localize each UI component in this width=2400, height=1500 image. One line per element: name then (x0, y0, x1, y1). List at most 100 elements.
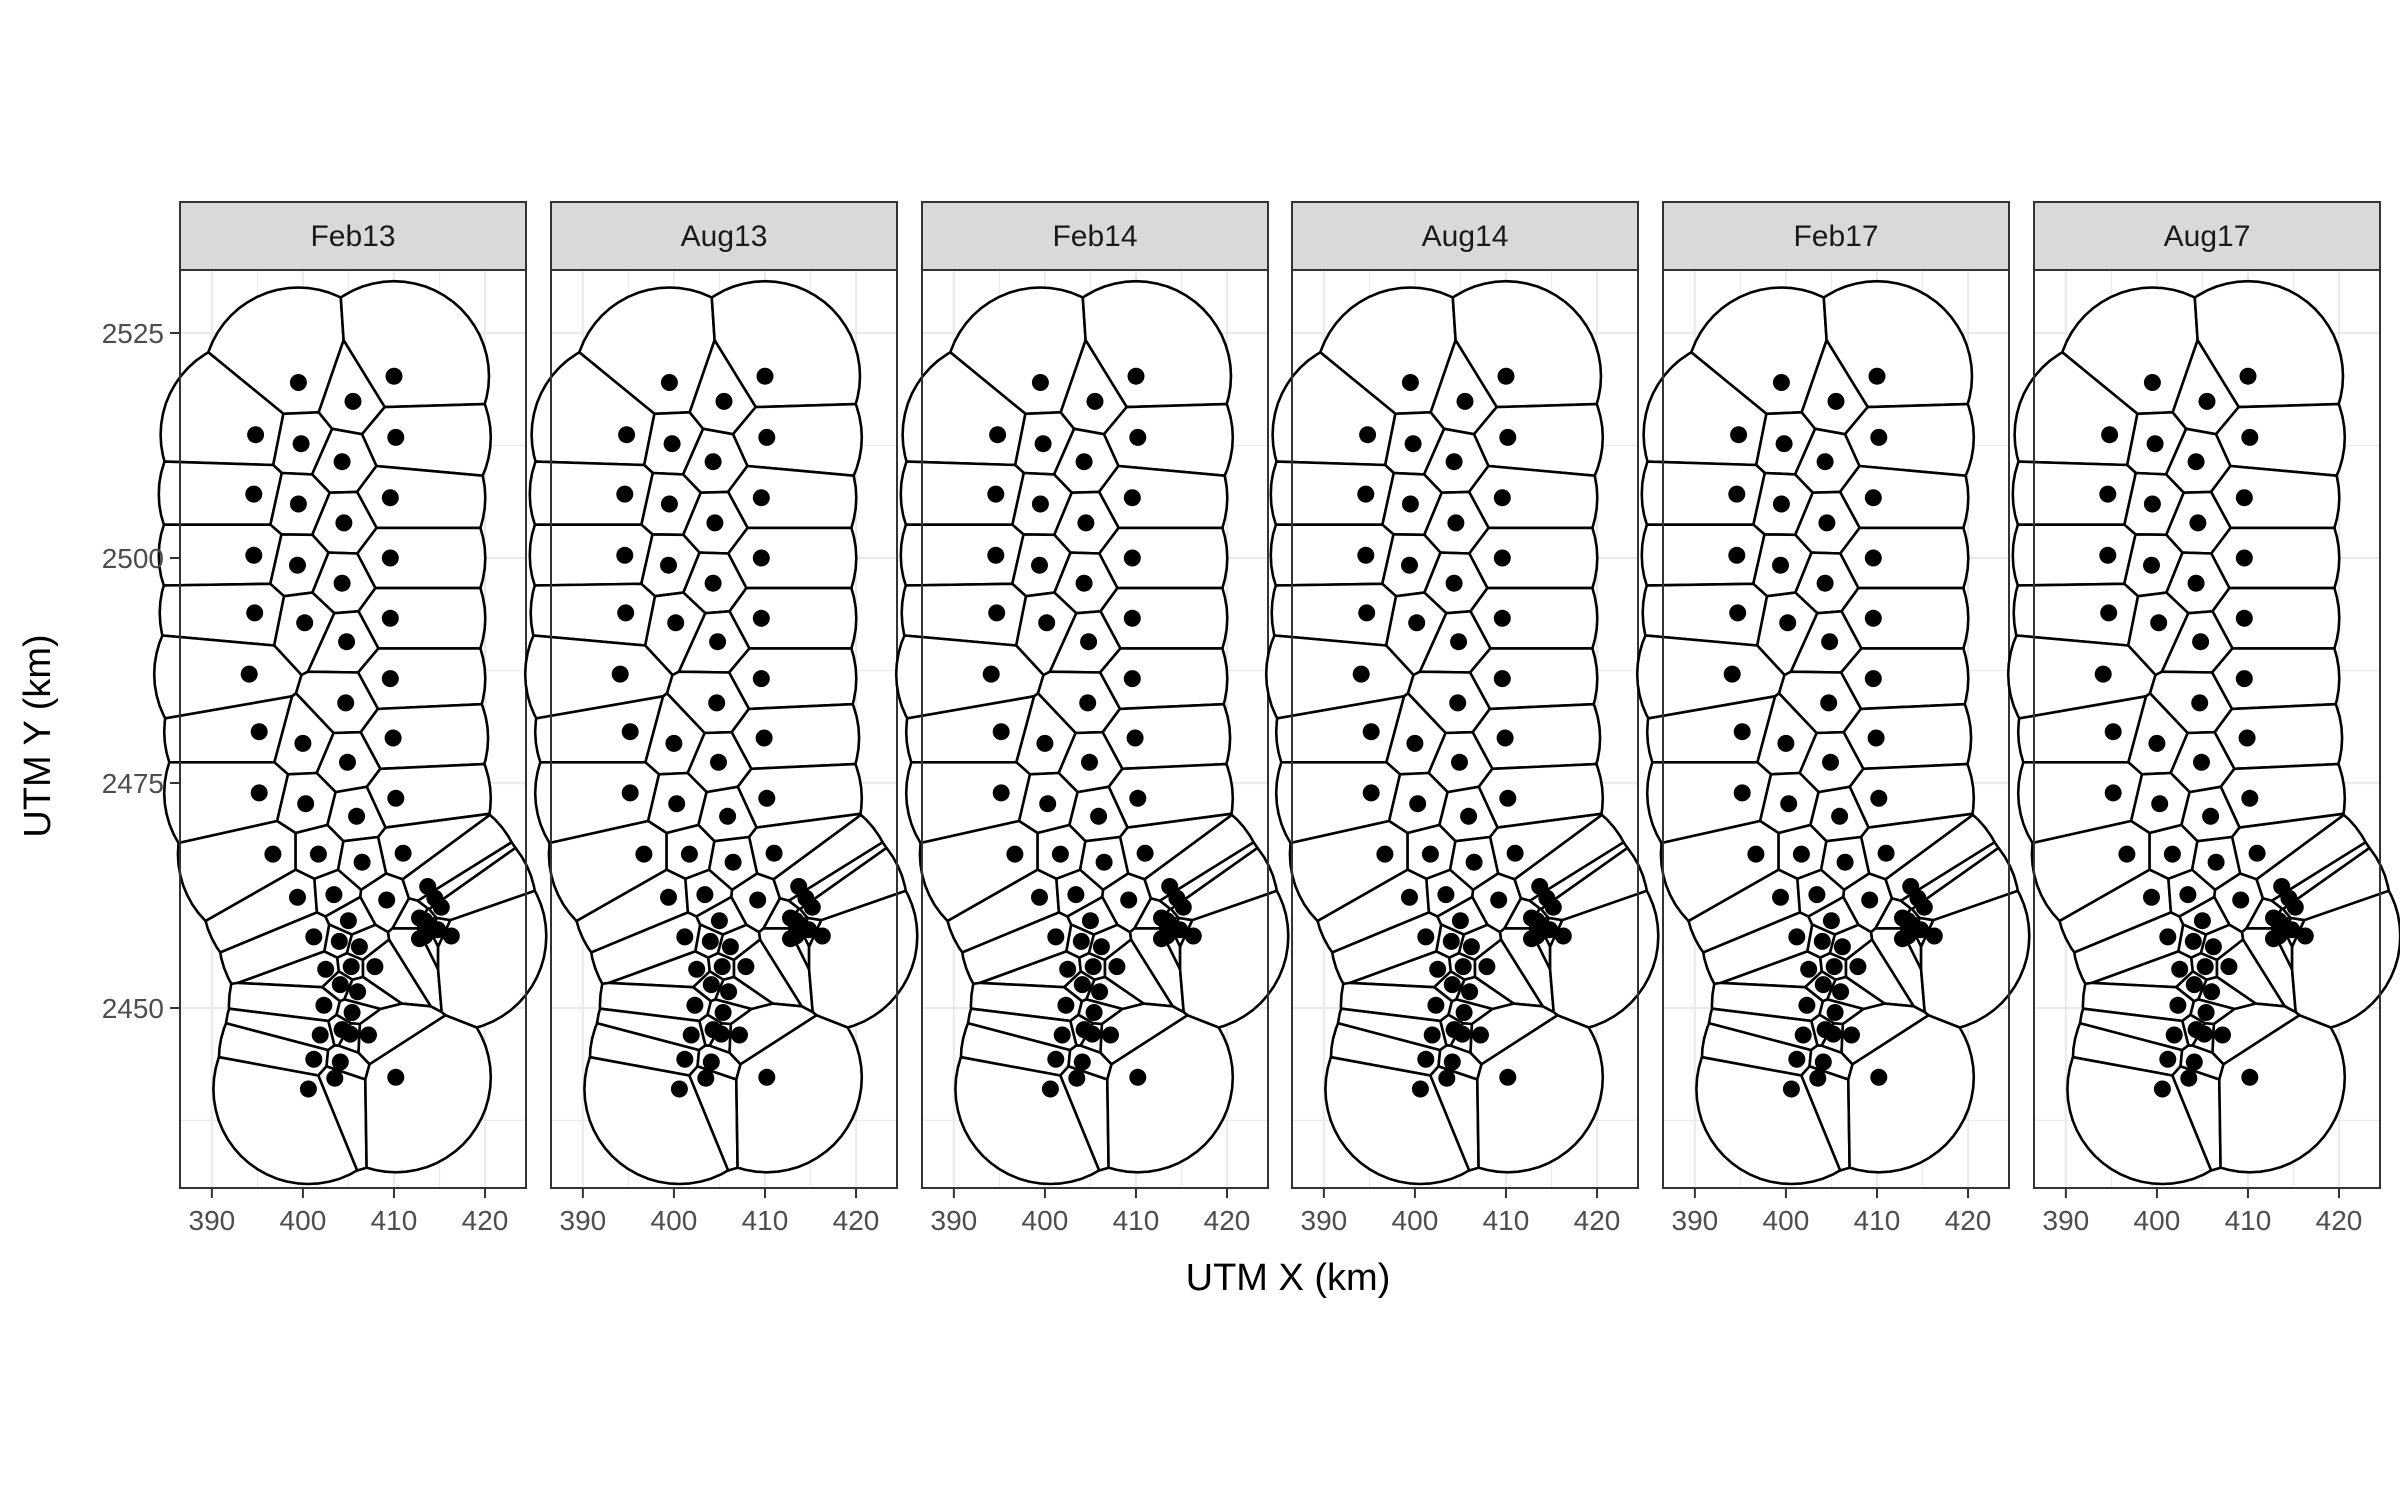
data-point (1073, 976, 1091, 994)
data-point (1460, 807, 1478, 825)
voronoi-cell (2214, 402, 2347, 478)
voronoi-cell (2211, 586, 2341, 650)
data-point (2214, 1026, 2231, 1044)
data-point (1449, 694, 1467, 712)
voronoi-cell (1178, 889, 1290, 1029)
facet-panel: Aug13 390 400 410 420 (523, 201, 919, 1236)
voronoi-cell (1843, 402, 1976, 478)
data-point (1123, 670, 1141, 688)
data-point (1421, 845, 1439, 863)
data-point (1825, 958, 1843, 976)
panel-border (921, 269, 1269, 1189)
data-point (1826, 1004, 1844, 1021)
data-point (1359, 426, 1377, 444)
data-point (1867, 729, 1885, 747)
data-point (682, 1026, 700, 1044)
voronoi-cell (727, 647, 858, 711)
facet-panel: Feb13 390 400 410 420 2450 2475 2500 2525 (102, 201, 548, 1236)
data-point (756, 367, 774, 385)
data-point (1438, 1069, 1456, 1087)
data-point (297, 795, 315, 813)
data-point (1091, 983, 1109, 1001)
data-point (1047, 1050, 1065, 1068)
data-point (1780, 795, 1798, 813)
voronoi-cell (356, 647, 487, 711)
data-point (992, 784, 1010, 802)
data-point (1816, 574, 1834, 592)
data-point (616, 485, 634, 503)
data-point (311, 1026, 329, 1044)
voronoi-cell (2219, 762, 2347, 829)
voronoi-cell (2290, 889, 2400, 1029)
data-point (1036, 734, 1054, 752)
data-point (702, 976, 720, 994)
data-point (737, 958, 755, 976)
data-point (1129, 1068, 1147, 1086)
data-point (1108, 958, 1126, 976)
panel-border (1662, 269, 2010, 1189)
data-point (1136, 844, 1154, 862)
data-point (813, 927, 831, 945)
data-point (1772, 374, 1790, 391)
data-point (752, 670, 770, 688)
data-point (758, 789, 776, 807)
data-point (719, 807, 737, 825)
data-point (2235, 489, 2253, 507)
voronoi-cell (726, 464, 858, 530)
data-points (2094, 367, 2314, 1098)
data-point (1450, 633, 1468, 651)
data-point (660, 888, 677, 906)
y-tick-label: 2475 (102, 768, 164, 799)
data-point (1782, 1080, 1800, 1098)
data-point (2159, 1050, 2177, 1068)
data-point (1041, 1080, 1059, 1098)
voronoi-cell (365, 762, 493, 829)
x-tick-label: 410 (1854, 1205, 1901, 1236)
data-point (2241, 1068, 2259, 1086)
data-point (344, 392, 362, 410)
data-point (2143, 374, 2161, 391)
voronoi-cell (899, 523, 1025, 587)
data-point (309, 845, 327, 863)
data-point (442, 927, 460, 945)
data-point (1404, 435, 1422, 453)
data-point (343, 1004, 361, 1021)
facet-strip-label: Aug17 (2164, 220, 2251, 253)
data-point (660, 374, 678, 391)
x-tick-label: 390 (1672, 1205, 1719, 1236)
x-tick-label: 400 (1392, 1205, 1439, 1236)
data-point (1864, 670, 1882, 688)
data-point (1497, 367, 1515, 385)
data-point (1877, 844, 1895, 862)
data-point (245, 546, 263, 564)
data-point (1777, 734, 1795, 752)
data-point (2153, 1080, 2171, 1098)
data-point (1925, 927, 1943, 945)
data-point (1472, 1026, 1489, 1044)
voronoi-cell (1659, 819, 1780, 923)
data-point (1747, 845, 1765, 863)
data-point (1357, 546, 1375, 564)
x-tick-label: 420 (1204, 1205, 1251, 1236)
data-point (663, 435, 681, 453)
data-point (348, 807, 366, 825)
data-point (749, 891, 767, 909)
data-point (1084, 958, 1102, 976)
voronoi-cell (1107, 762, 1235, 829)
voronoi-cell (1476, 1013, 1605, 1174)
data-point (1800, 960, 1818, 978)
data-point (1465, 853, 1483, 871)
voronoi-cell (1477, 762, 1605, 829)
data-point (294, 734, 312, 752)
data-point (1451, 912, 1469, 930)
data-point (1059, 960, 1077, 978)
data-point (712, 1025, 730, 1043)
data-point (1455, 1004, 1473, 1021)
x-tick-label: 410 (742, 1205, 789, 1236)
data-point (2202, 807, 2220, 825)
voronoi-cell (357, 1002, 447, 1066)
data-point (342, 958, 360, 976)
data-point (305, 1050, 323, 1068)
data-point (2203, 983, 2221, 1001)
data-point (2238, 729, 2256, 747)
